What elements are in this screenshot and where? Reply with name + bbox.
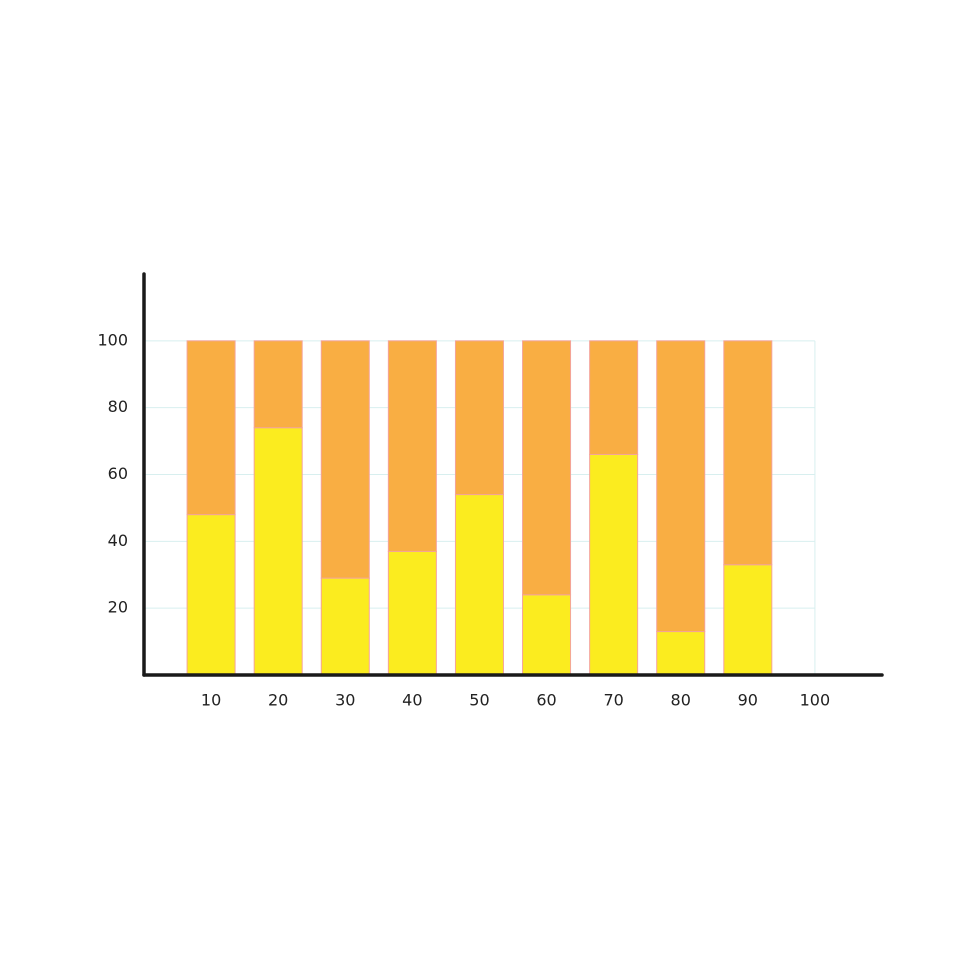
y-tick-label: 40	[108, 531, 128, 550]
bar-segment	[522, 340, 572, 596]
bar-segment	[589, 453, 639, 676]
bar-segment	[723, 340, 773, 566]
x-tick-label: 80	[671, 691, 691, 710]
bar-segment	[320, 340, 370, 579]
bar-segment	[522, 594, 572, 676]
bar-segment	[589, 340, 639, 455]
bar-segment	[186, 340, 236, 516]
bar-segment	[656, 340, 706, 633]
x-tick-label: 50	[469, 691, 489, 710]
bar-segment	[454, 340, 504, 496]
bar-segment	[387, 550, 437, 676]
y-tick-label: 80	[108, 397, 128, 416]
x-tick-label: 70	[603, 691, 623, 710]
bar-segment	[454, 494, 504, 676]
bar-segment	[723, 564, 773, 676]
x-tick-label: 100	[800, 691, 831, 710]
x-tick-label: 40	[402, 691, 422, 710]
bar-segment	[186, 514, 236, 676]
x-tick-label: 20	[268, 691, 288, 710]
y-tick-label: 60	[108, 464, 128, 483]
y-tick-label: 100	[97, 330, 128, 349]
bar-segment	[253, 340, 303, 429]
y-tick-label: 20	[108, 598, 128, 617]
bar-segment	[656, 631, 706, 676]
x-tick-label: 30	[335, 691, 355, 710]
x-tick-label: 60	[536, 691, 556, 710]
bar-segment	[387, 340, 437, 552]
x-tick-label: 10	[201, 691, 221, 710]
x-tick-label: 90	[738, 691, 758, 710]
bar-segment	[320, 577, 370, 676]
bar-segment	[253, 427, 303, 676]
